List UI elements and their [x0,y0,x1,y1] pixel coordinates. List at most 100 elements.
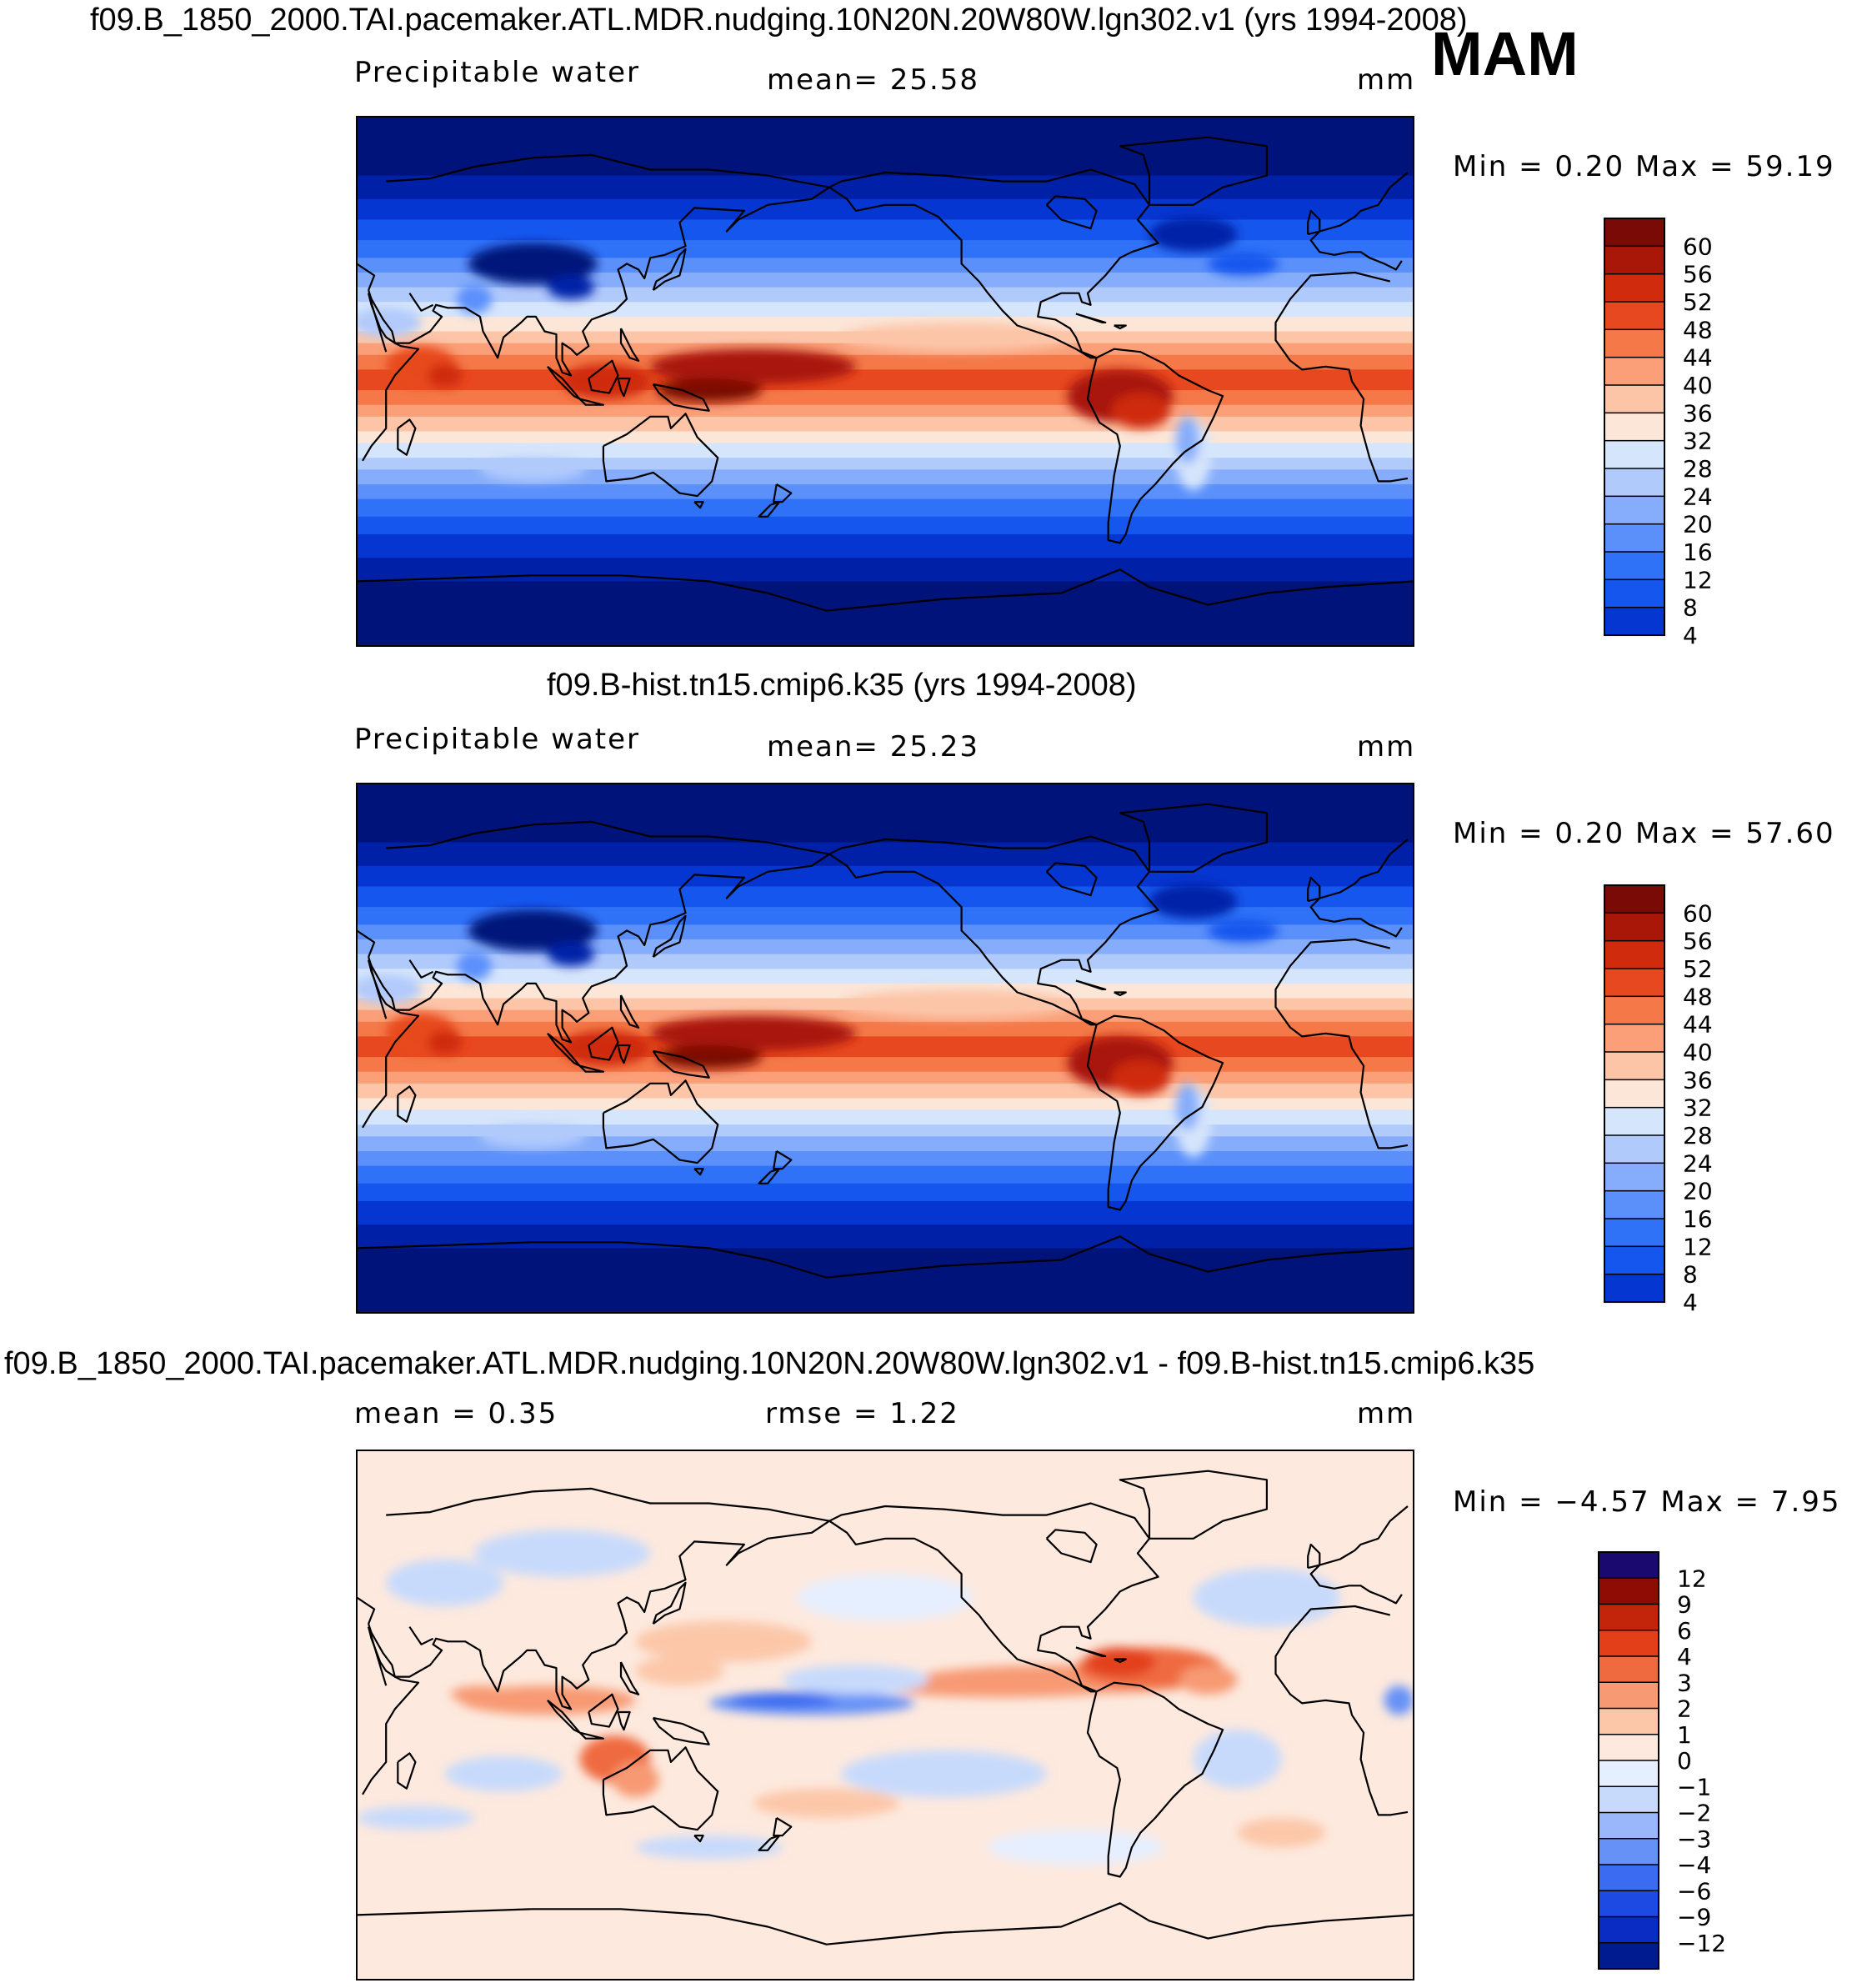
coastline [652,248,687,291]
panel1-units: mm [1357,63,1416,97]
contour-region [547,942,595,966]
pw-band [357,354,1414,370]
pw-band [357,1224,1414,1249]
coastline [547,1033,581,1067]
panel2-title: f09.B-hist.tn15.cmip6.k35 (yrs 1994-2008… [547,668,1137,703]
pw-band [357,784,1414,844]
colorbar-tick-label: −1 [1677,1773,1711,1800]
coastline [1309,172,1409,271]
pw-band [357,842,1414,867]
map2-bands [357,784,1414,1313]
contour-region [650,1015,856,1052]
pw-band [357,219,1414,241]
colorbar-box [1604,301,1665,331]
colorbar-tick-label: −2 [1677,1800,1711,1827]
coastline [408,1626,434,1645]
colorbar-tick-label: −6 [1677,1877,1711,1905]
contour-region [1193,1568,1340,1627]
colorbar-box [1598,1551,1659,1580]
contour-region [479,458,586,482]
colorbar-box [1598,1785,1659,1814]
coastline [773,483,793,503]
colorbar-tick-label: 0 [1677,1747,1692,1775]
coastline [578,1731,605,1740]
coastline [617,1710,631,1731]
coastline [602,413,719,498]
colorbar-box [1604,384,1665,414]
coastline [1309,1505,1409,1605]
colorbar-box [1598,1577,1659,1605]
colorbar-tick-label: 28 [1683,1122,1713,1149]
coastline [408,293,434,312]
colorbar-box [1604,1273,1665,1304]
pw-band [357,1150,1414,1167]
colorbar-tick-label: 44 [1683,1011,1713,1039]
pw-band [357,533,1414,558]
colorbar-tick-label: −12 [1677,1930,1726,1957]
pw-band [357,458,1414,470]
colorbar-box [1604,606,1665,637]
colorbar-frame [1604,884,1665,1303]
pw-band [357,369,1414,391]
pw-band [357,483,1414,500]
coastline [1119,1470,1269,1540]
pw-band [357,907,1414,925]
colorbar-tick-label: 24 [1683,483,1713,510]
colorbar-box [1604,1106,1665,1137]
coastline [1307,209,1321,236]
contour-region [988,1830,1164,1865]
contour-region [473,1530,651,1577]
colorbar-box [1604,495,1665,525]
panel3-rmse-label: rmse = 1.22 [765,1397,959,1430]
pw-band [357,1098,1414,1111]
panel1-minmax: Min = 0.20 Max = 59.19 [1453,150,1835,183]
contour-region [841,322,1076,353]
colorbar-box [1604,412,1665,442]
pw-band [357,983,1414,999]
map-panel-2 [357,784,1414,1313]
coastline [828,1502,1159,1693]
colorbar-box [1598,1942,1659,1970]
colorbar-box [1598,1681,1659,1710]
map2-coastlines [357,803,1414,1279]
contour-region [1208,252,1279,276]
panel1-mean-label: mean= 25.58 [767,63,980,97]
pw-band [357,1057,1414,1073]
pw-band [357,175,1414,200]
contour-region [1237,1817,1326,1848]
colorbar-tick-label: 32 [1683,1094,1713,1122]
contour-region [562,363,651,399]
contour-region [450,1685,510,1704]
coastline [652,914,687,958]
contour-region [1179,1665,1238,1695]
coastline [758,1835,781,1851]
contour-region [656,378,763,403]
coastline [602,1079,719,1164]
colorbar-tick-label: 4 [1677,1643,1692,1670]
contour-region [1149,216,1238,253]
colorbar-box [1604,578,1665,608]
colorbar-box [1598,1707,1659,1735]
coastline [1086,1014,1224,1211]
coastline [397,1752,417,1790]
colorbar-box [1604,439,1665,470]
coastline [357,1902,1414,1945]
contour-region [635,1835,783,1860]
colorbar-box [1604,1218,1665,1248]
colorbar-tick-label: 3 [1677,1669,1692,1696]
coastline [1075,1646,1107,1658]
map1-blobs [357,216,1279,491]
contour-region [1384,1685,1414,1715]
colorbar-box [1598,1838,1659,1866]
pw-band [357,416,1414,432]
colorbar-tick-label: 12 [1683,1233,1713,1260]
pw-band [357,886,1414,908]
pw-band [357,287,1414,303]
colorbar-box [1604,551,1665,581]
pw-band [357,558,1414,582]
colorbar-box [1598,1864,1659,1892]
colorbar-tick-label: −4 [1677,1851,1711,1879]
coastline [588,1026,619,1061]
